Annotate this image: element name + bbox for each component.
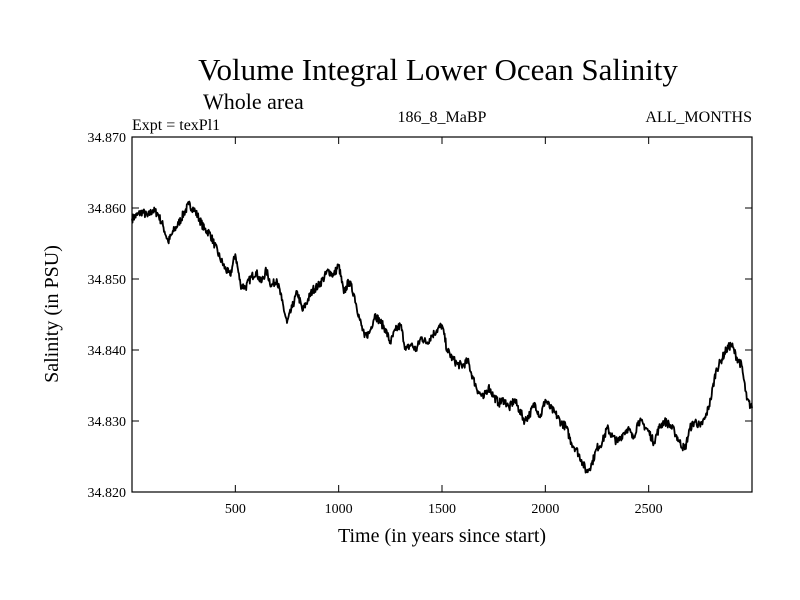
- x-axis-label: Time (in years since start): [338, 525, 546, 547]
- chart-title: Volume Integral Lower Ocean Salinity: [198, 52, 678, 87]
- plot-frame: [131, 136, 753, 493]
- x-tick-label: 1500: [428, 502, 456, 517]
- y-axis-label: Salinity (in PSU): [41, 245, 63, 383]
- x-tick-label: 500: [225, 502, 246, 517]
- run-label: 186_8_MaBP: [398, 109, 487, 126]
- y-tick-label: 34.860: [88, 202, 127, 217]
- y-axis-ticks: 34.820 34.830 34.840 34.850 34.860 34.870: [88, 131, 752, 501]
- x-tick-label: 2000: [531, 502, 559, 517]
- expt-label: Expt = texPl1: [132, 117, 220, 134]
- x-tick-label: 1000: [325, 502, 353, 517]
- y-tick-label: 34.820: [88, 486, 127, 501]
- y-tick-label: 34.840: [88, 344, 127, 359]
- y-tick-label: 34.870: [88, 131, 127, 146]
- x-axis-ticks: 500 1000 1500 2000 2500: [225, 137, 663, 517]
- y-tick-label: 34.850: [88, 273, 127, 288]
- months-label: ALL_MONTHS: [645, 109, 752, 126]
- chart-subtitle: Whole area: [203, 89, 304, 114]
- x-tick-label: 2500: [635, 502, 663, 517]
- series-line: [131, 200, 753, 474]
- y-tick-label: 34.830: [88, 415, 127, 430]
